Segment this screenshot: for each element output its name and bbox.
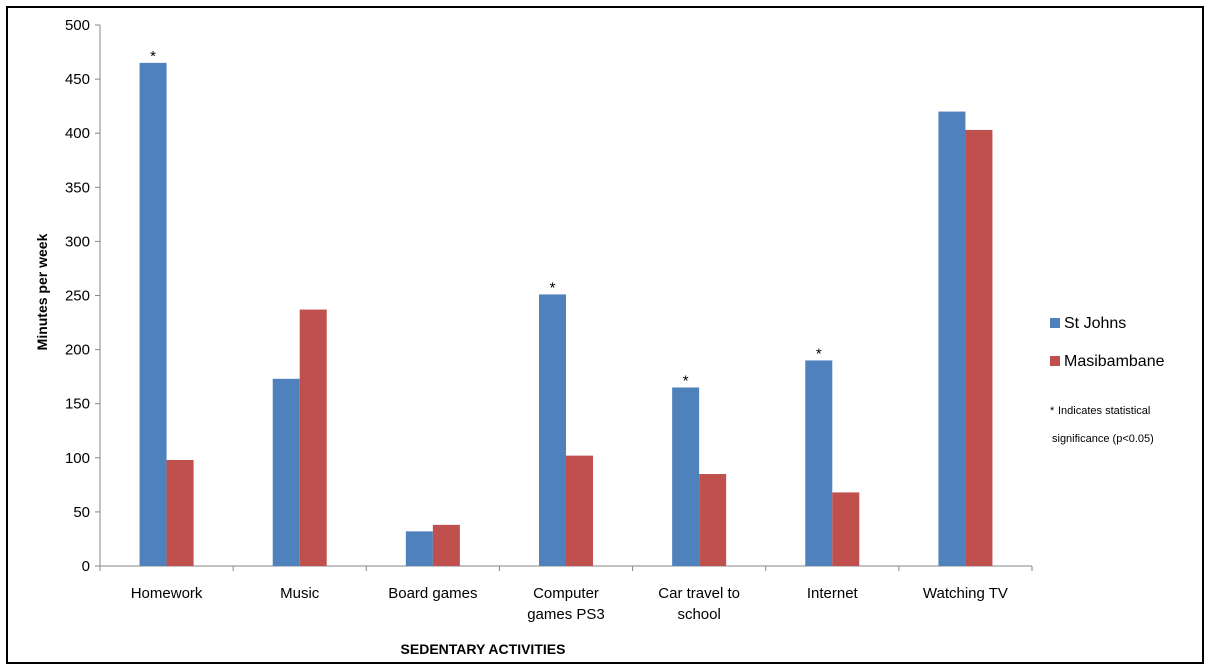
x-category-label: Car travel to — [658, 585, 740, 602]
y-tick-label: 200 — [65, 342, 90, 359]
note-text: significance (p<0.05) — [1052, 433, 1154, 445]
x-category-label: Watching TV — [923, 585, 1008, 602]
bar-masibambane — [566, 455, 593, 566]
significance-marker: * — [150, 48, 156, 65]
x-category-label: Computer — [533, 585, 599, 602]
bar-masibambane — [166, 459, 194, 566]
significance-marker: * — [816, 345, 822, 362]
legend-label: St Johns — [1064, 315, 1126, 332]
bar-st-johns — [272, 378, 300, 566]
legend-swatch — [1050, 318, 1060, 328]
x-category-label: Music — [280, 585, 320, 602]
y-tick-label: 150 — [65, 396, 90, 413]
bar-st-johns — [805, 360, 833, 566]
note-text: Indicates statistical — [1058, 405, 1150, 417]
bar-masibambane — [299, 309, 327, 566]
x-category-label: games PS3 — [527, 606, 605, 623]
y-tick-label: 450 — [65, 71, 90, 88]
bar-masibambane — [965, 129, 993, 567]
bar-masibambane — [832, 492, 860, 566]
legend-label: Masibambane — [1064, 353, 1165, 370]
significance-marker: * — [683, 372, 689, 389]
legend-swatch — [1050, 356, 1060, 366]
y-tick-label: 100 — [65, 450, 90, 467]
y-tick-label: 350 — [65, 179, 90, 196]
y-tick-label: 500 — [65, 17, 90, 34]
significance-marker: * — [550, 279, 556, 296]
bar-masibambane — [699, 474, 727, 566]
y-tick-label: 0 — [82, 558, 90, 575]
bar-st-johns — [139, 62, 167, 567]
x-axis-title: SEDENTARY ACTIVITIES — [401, 641, 566, 657]
bar-st-johns — [672, 387, 700, 566]
labels: 0 50 100 150 200 250 300 350 400 450 500 * Homework M… — [65, 17, 1008, 623]
x-category-label: school — [677, 606, 720, 623]
bar-st-johns — [539, 294, 566, 566]
legend: St Johns Masibambane * Indicates statistica… — [1050, 315, 1165, 445]
bar-st-johns — [938, 111, 966, 566]
bars — [139, 62, 993, 567]
x-category-label: Internet — [807, 585, 859, 602]
x-category-label: Board games — [388, 585, 477, 602]
chart-frame — [6, 6, 1204, 664]
y-axis-title: Minutes per week — [34, 233, 50, 350]
bar-masibambane — [432, 524, 460, 566]
y-tick-label: 300 — [65, 233, 90, 250]
y-tick-label: 250 — [65, 288, 90, 305]
y-tick-label: 400 — [65, 125, 90, 142]
x-category-label: Homework — [131, 585, 203, 602]
bar-st-johns — [405, 531, 433, 566]
note-marker: * — [1050, 405, 1055, 417]
y-tick-label: 50 — [73, 504, 90, 521]
